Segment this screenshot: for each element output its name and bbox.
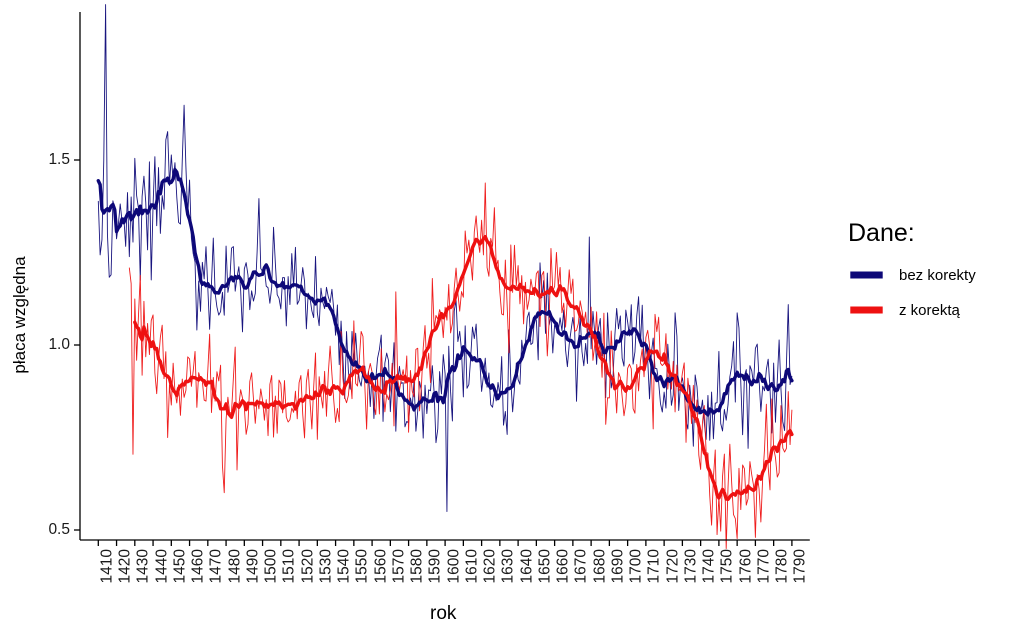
svg-text:1.0: 1.0 bbox=[48, 336, 70, 353]
svg-text:0.5: 0.5 bbox=[48, 521, 70, 538]
svg-text:1.5: 1.5 bbox=[48, 151, 70, 168]
